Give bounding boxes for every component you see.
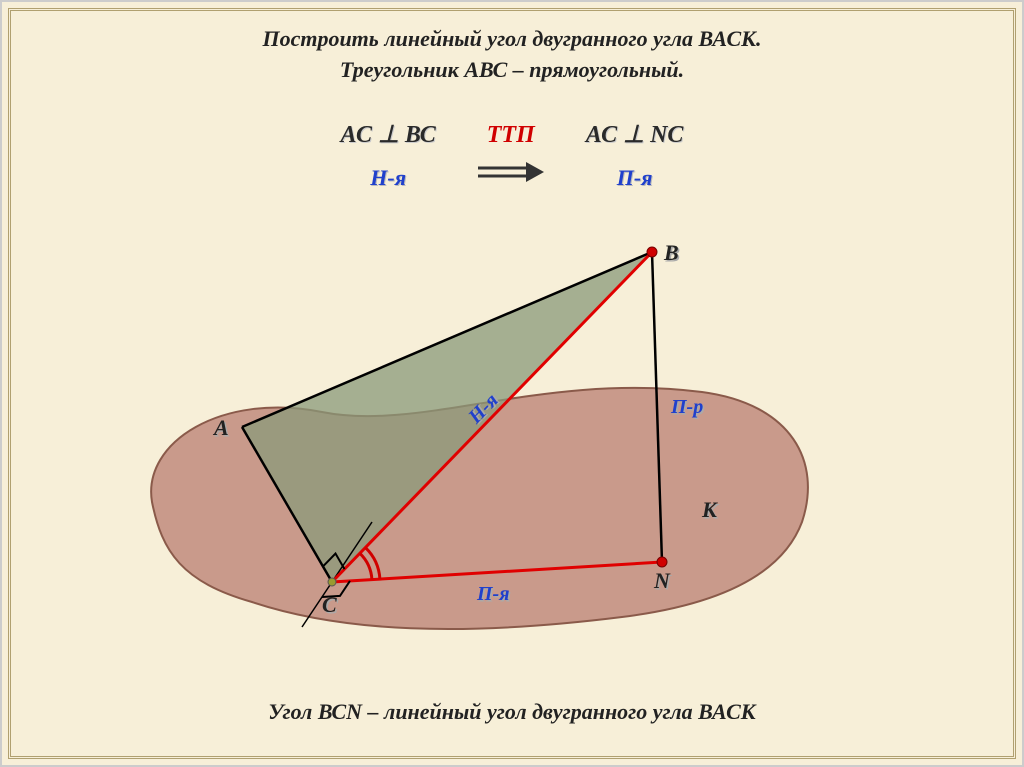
diagram-svg: ААВВССNNККН-яН-яП-яП-яП-рП-р: [2, 232, 1024, 662]
svg-text:П-я: П-я: [476, 583, 510, 605]
title-line-1: Построить линейный угол двугранного угла…: [2, 24, 1022, 55]
rel-left-top: АС ⊥ ВС: [341, 116, 436, 154]
svg-text:N: N: [653, 568, 671, 593]
page-title: Построить линейный угол двугранного угла…: [2, 24, 1022, 86]
implies-arrow-icon: [476, 160, 546, 184]
relations-row: АС ⊥ ВС Н-я ТТП АС ⊥ NС П-я: [2, 116, 1022, 196]
rel-ttp: ТТП: [476, 116, 546, 154]
rel-left-bot: Н-я: [341, 160, 436, 195]
rel-left: АС ⊥ ВС Н-я: [341, 116, 436, 196]
rel-center: ТТП: [476, 116, 546, 193]
svg-text:А: А: [212, 415, 229, 440]
rel-right: АС ⊥ NС П-я: [586, 116, 684, 196]
svg-text:С: С: [322, 592, 337, 617]
rel-right-bot: П-я: [586, 160, 684, 195]
svg-text:П-р: П-р: [670, 396, 703, 418]
diagram: ААВВССNNККН-яН-яП-яП-яП-рП-р: [2, 232, 1022, 662]
svg-text:В: В: [663, 240, 679, 265]
svg-text:К: К: [701, 497, 718, 522]
rel-right-top: АС ⊥ NС: [586, 116, 684, 154]
bottom-caption: Угол ВСN – линейный угол двугранного угл…: [2, 699, 1022, 725]
title-line-2: Треугольник АВС – прямоугольный.: [2, 55, 1022, 86]
